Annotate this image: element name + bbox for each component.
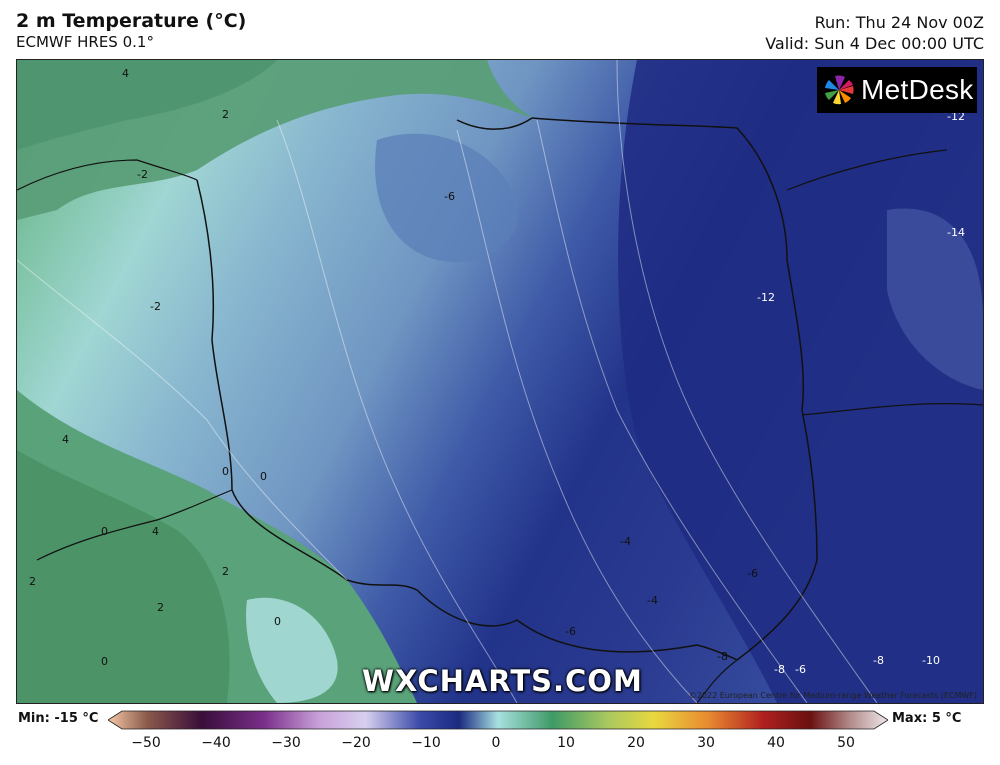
tick-label: −40 [201,735,231,751]
tick-label: −10 [411,735,441,751]
label-17: 0 [274,615,281,628]
label-21: -6 [565,625,576,638]
colorbar: Min: -15 °C [0,707,1000,765]
tick-label: −50 [131,735,161,751]
label-8: -12 [757,291,775,304]
tick-label: −30 [271,735,301,751]
label-10: 0 [222,465,229,478]
north-cold-blob [375,133,519,262]
czech-border [36,489,233,561]
colorbar-scale [108,710,888,730]
label-11: 0 [260,470,267,483]
header-left: 2 m Temperature (°C) ECMWF HRES 0.1° [16,10,246,52]
wxcharts-watermark: WXCHARTS.COM [362,664,643,698]
label-6: -12 [947,110,965,123]
label-14: 2 [222,565,229,578]
copyright-notice: ©2022 European Centre for Medium-range W… [688,691,977,700]
label-15: 2 [29,575,36,588]
label-22: -6 [747,567,758,580]
model-name: ECMWF HRES 0.1° [16,33,154,51]
header-right: Run: Thu 24 Nov 00Z Valid: Sun 4 Dec 00:… [765,12,984,54]
lithuania-border [786,149,948,191]
tick-label: 30 [697,735,715,751]
tick-label: 50 [837,735,855,751]
southwest-warm-core [17,450,230,703]
tick-label: −20 [341,735,371,751]
southern-border [696,659,738,703]
isotherms [17,60,878,703]
metdesk-logo: MetDesk [817,67,977,113]
metdesk-icon [825,75,854,105]
label-20: -4 [647,594,658,607]
label-19: -4 [620,535,631,548]
baltic-coast [456,117,533,130]
label-16: 2 [157,601,164,614]
max-temperature: Max: 5 °C [892,711,962,726]
belarus-ukraine-border [801,403,983,416]
label-4: -2 [150,300,161,313]
tick-label: 40 [767,735,785,751]
map-canvas: 4 2 -2 -2 -6 -12 -14 -12 4 0 0 0 4 2 2 2… [17,60,983,703]
baltic-warm-core [17,60,277,150]
run-time: Run: Thu 24 Nov 00Z [814,13,984,32]
label-23: -8 [717,650,728,663]
label-3: -2 [137,168,148,181]
label-12: 0 [101,525,108,538]
valid-time: Valid: Sun 4 Dec 00:00 UTC [765,34,984,53]
tick-label: 0 [491,735,501,751]
label-7: -14 [947,226,965,239]
map-title: 2 m Temperature (°C) [16,10,247,32]
label-13: 4 [152,525,159,538]
label-18: 0 [101,655,108,668]
label-24: -8 [774,663,785,676]
label-2: 2 [222,108,229,121]
cold-pocket [246,597,338,703]
temperature-map[interactable]: 4 2 -2 -2 -6 -12 -14 -12 4 0 0 0 4 2 2 2… [16,59,984,704]
label-27: -10 [922,654,940,667]
germany-coast [17,159,198,191]
label-5: -6 [444,190,455,203]
east-pocket [887,208,983,390]
label-9: 4 [62,433,69,446]
tick-label: 10 [557,735,575,751]
label-26: -8 [873,654,884,667]
min-temperature: Min: -15 °C [18,711,99,726]
tick-label: 20 [627,735,645,751]
contour-labels: 4 2 -2 -2 -6 -12 -14 -12 4 0 0 0 4 2 2 2… [29,67,965,676]
poland-east-border [531,117,818,661]
metdesk-name: MetDesk [861,74,974,105]
label-1: 4 [122,67,129,80]
poland-west-south-border [196,179,738,661]
label-25: -6 [795,663,806,676]
